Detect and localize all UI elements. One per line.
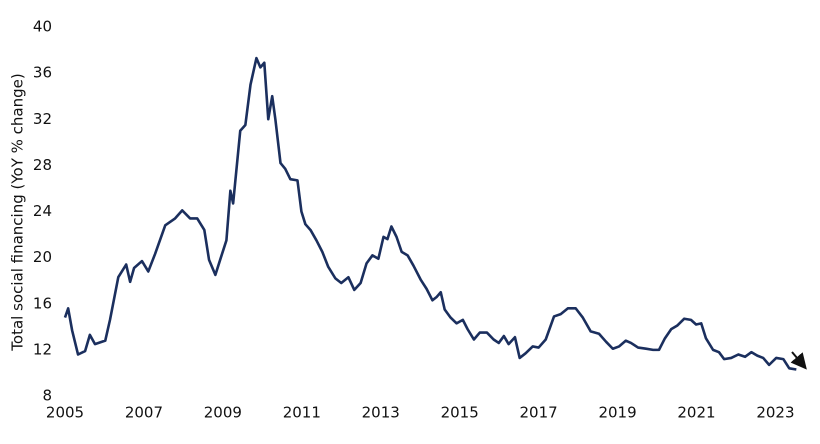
- y-tick-label: 16: [33, 294, 52, 312]
- y-tick-label: 28: [33, 156, 52, 174]
- y-tick-label: 8: [42, 387, 52, 405]
- x-tick-label: 2023: [756, 404, 794, 422]
- data-line: [63, 56, 797, 371]
- y-tick-label: 40: [33, 18, 52, 36]
- y-tick-label: 32: [33, 110, 52, 128]
- x-tick-label: 2005: [46, 404, 84, 422]
- y-tick-label: 36: [33, 64, 52, 82]
- x-tick-label: 2013: [362, 404, 400, 422]
- x-tick-label: 2007: [125, 404, 163, 422]
- x-tick-label: 2019: [598, 404, 636, 422]
- x-tick-label: 2021: [677, 404, 715, 422]
- x-tick-label: 2017: [520, 404, 558, 422]
- y-tick-label: 24: [33, 202, 52, 220]
- x-tick-label: 2011: [283, 404, 321, 422]
- trend-arrow: [790, 351, 807, 370]
- y-tick-label: 12: [33, 340, 52, 358]
- x-tick-label: 2009: [204, 404, 242, 422]
- y-axis-label: Total social financing (YoY % change): [9, 73, 27, 351]
- x-tick-label: 2015: [441, 404, 479, 422]
- y-tick-label: 20: [33, 248, 52, 266]
